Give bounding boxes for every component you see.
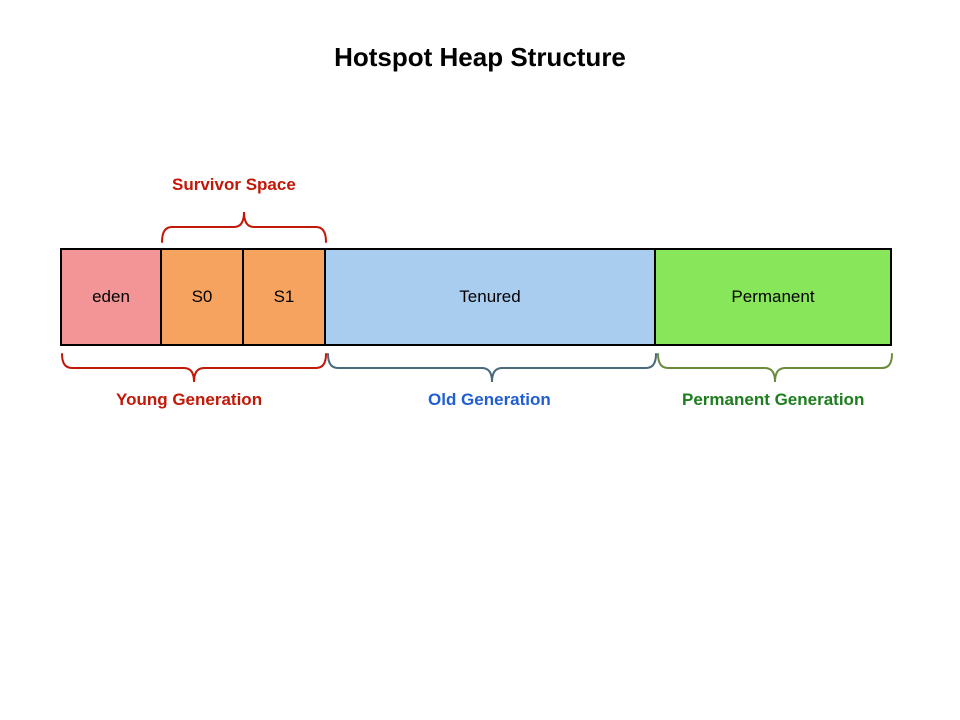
generation-brace-perm (0, 0, 960, 720)
generation-label-perm: Permanent Generation (682, 390, 864, 410)
